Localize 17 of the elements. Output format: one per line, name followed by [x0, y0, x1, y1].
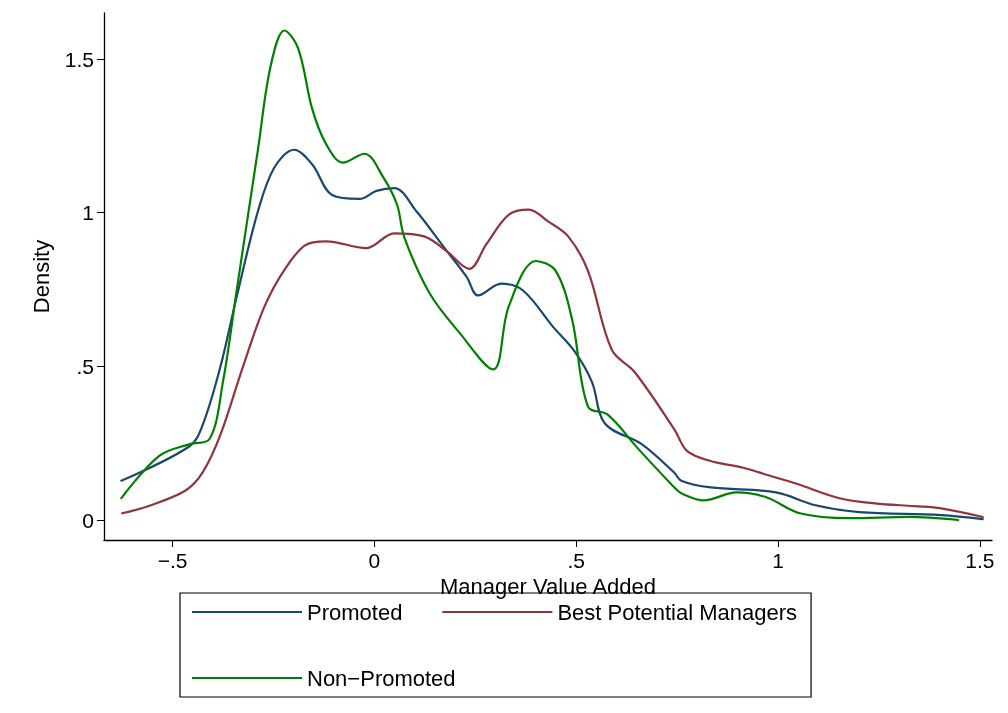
x-tick-label: 0 [368, 549, 381, 572]
y-tick-label: 0 [82, 508, 94, 532]
legend-label: Best Potential Managers [557, 599, 798, 625]
line-series [120, 148, 984, 521]
x-axis-title: Manager Value Added [439, 574, 657, 600]
y-axis-title: Density [28, 239, 54, 314]
y-tick-label: .5 [76, 354, 94, 378]
y-tick-label: 1.5 [64, 47, 94, 71]
line-series [120, 29, 960, 522]
x-tick-label: −.5 [157, 549, 188, 572]
x-tick-label: .5 [567, 549, 586, 572]
legend-label: Promoted [307, 599, 403, 625]
x-tick-label: 1 [772, 549, 784, 572]
legend-label: Non−Promoted [307, 665, 456, 691]
y-tick-label: 1 [82, 201, 94, 225]
line-series [121, 208, 984, 519]
x-tick-label: 1.5 [965, 549, 995, 572]
